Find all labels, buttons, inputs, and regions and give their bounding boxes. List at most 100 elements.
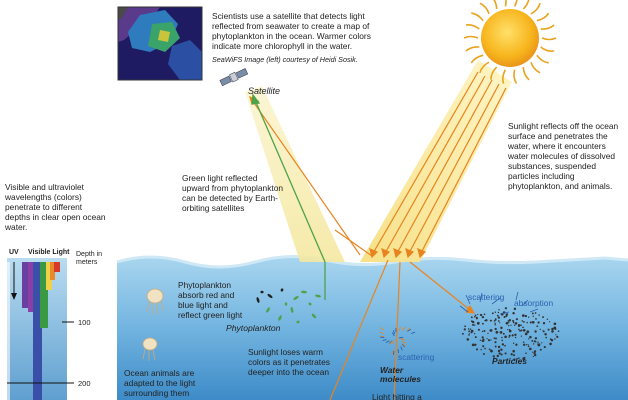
water-molecule xyxy=(391,332,395,337)
sun-ray xyxy=(540,24,555,30)
water-molecule xyxy=(400,338,406,341)
green-light-beam xyxy=(245,86,345,262)
suspended-particle xyxy=(522,357,525,360)
suspended-particle xyxy=(481,339,485,343)
suspended-particle xyxy=(494,345,497,348)
sun-ray xyxy=(513,0,518,7)
phytoplankton-cell xyxy=(280,288,284,292)
phytoplankton-cell xyxy=(284,302,288,306)
suspended-particle xyxy=(549,342,552,346)
suspended-particle xyxy=(481,330,484,333)
suspended-particle xyxy=(554,328,557,330)
suspended-particle xyxy=(482,345,485,348)
suspended-particle xyxy=(481,336,484,339)
suspended-particle xyxy=(490,339,492,341)
suspended-particle xyxy=(505,321,509,325)
suspended-particle xyxy=(534,330,537,333)
suspended-particle xyxy=(514,333,517,337)
suspended-particle xyxy=(513,307,517,311)
water-molecule xyxy=(393,330,396,335)
depth-tick-100: 100 xyxy=(78,318,91,327)
phytoplankton-cell xyxy=(301,290,307,294)
water-molecule xyxy=(411,331,416,335)
suspended-particle xyxy=(527,345,530,348)
suspended-particle xyxy=(528,347,532,351)
suspended-particle xyxy=(555,334,557,336)
suspended-particle xyxy=(470,331,473,334)
suspended-particle xyxy=(507,320,510,322)
light-hitting-text: Light hitting a xyxy=(372,392,422,400)
seawifs-map-image xyxy=(117,6,203,81)
suspended-particle xyxy=(468,330,471,333)
suspended-particle xyxy=(520,329,523,332)
suspended-particle xyxy=(485,319,488,322)
suspended-particle xyxy=(515,318,518,321)
suspended-particle xyxy=(507,328,509,331)
water-molecule xyxy=(400,346,403,351)
suspended-particle xyxy=(532,355,535,358)
sun-ray xyxy=(540,46,555,52)
suspended-particle xyxy=(495,337,497,340)
sun-ray xyxy=(479,61,490,74)
suspended-particle xyxy=(542,316,544,319)
scattering-label-particles: scattering xyxy=(468,292,505,302)
water-molecule xyxy=(402,326,406,331)
suspended-particle xyxy=(496,354,499,358)
suspended-particle xyxy=(505,315,508,318)
suspended-particle xyxy=(514,322,518,325)
suspended-particle xyxy=(497,320,500,322)
suspended-particle xyxy=(494,341,497,344)
suspended-particle xyxy=(474,343,477,346)
water-molecule xyxy=(380,335,385,338)
water-molecule-cluster xyxy=(379,326,416,355)
scatter-arrows xyxy=(459,291,539,315)
particle-field xyxy=(461,307,560,361)
suspended-particle xyxy=(480,348,482,351)
suspended-particle xyxy=(525,352,527,354)
sun-ray xyxy=(522,67,530,81)
sun-ray xyxy=(513,69,518,84)
suspended-particle xyxy=(537,321,540,324)
suspended-particle xyxy=(523,321,525,323)
water-molecule xyxy=(402,343,406,347)
suspended-particle xyxy=(515,343,518,346)
green-light-explanation: Green light reflected upward from phytop… xyxy=(182,173,284,213)
suspended-particle xyxy=(525,343,528,346)
suspended-particle xyxy=(498,309,500,311)
suspended-particle xyxy=(521,314,525,317)
suspended-particle xyxy=(497,349,501,353)
suspended-particle xyxy=(487,339,491,342)
suspended-particle xyxy=(473,333,476,335)
suspended-particle xyxy=(493,320,496,322)
suspended-particle xyxy=(470,320,473,323)
ocean-animals xyxy=(142,288,165,361)
sunlight-explanation: Sunlight reflects off the ocean surface … xyxy=(508,121,619,191)
suspended-particle xyxy=(479,339,482,341)
suspended-particle xyxy=(547,328,550,331)
water-molecule xyxy=(379,327,384,331)
suspended-particle xyxy=(500,348,503,351)
sun-ray xyxy=(502,69,507,84)
water-molecules-label: Water molecules xyxy=(380,365,421,384)
phytoplankton-cell xyxy=(311,313,317,319)
water-molecule xyxy=(398,326,401,331)
sun xyxy=(463,0,557,84)
suspended-particle xyxy=(531,320,535,324)
water-molecule xyxy=(402,340,407,344)
suspended-particle xyxy=(475,348,479,351)
sun-ray xyxy=(530,61,541,74)
phytoplankton-cell xyxy=(290,307,294,313)
sun-ray xyxy=(479,2,490,15)
suspended-particle xyxy=(477,313,479,316)
suspended-particle xyxy=(512,354,516,357)
suspended-particle xyxy=(537,341,539,343)
suspended-particle xyxy=(533,350,537,353)
suspended-particle xyxy=(551,330,554,333)
suspended-particle xyxy=(467,328,470,330)
water-molecule xyxy=(401,343,405,348)
suspended-particle xyxy=(531,312,534,315)
suspended-particle xyxy=(490,349,493,353)
ocean-surface-line xyxy=(116,254,628,269)
suspended-particle xyxy=(517,323,521,327)
